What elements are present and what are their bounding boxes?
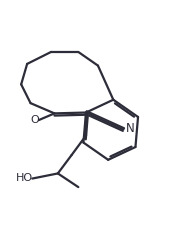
Text: O: O xyxy=(30,115,39,125)
Text: HO: HO xyxy=(16,173,33,183)
Text: N: N xyxy=(126,122,135,135)
